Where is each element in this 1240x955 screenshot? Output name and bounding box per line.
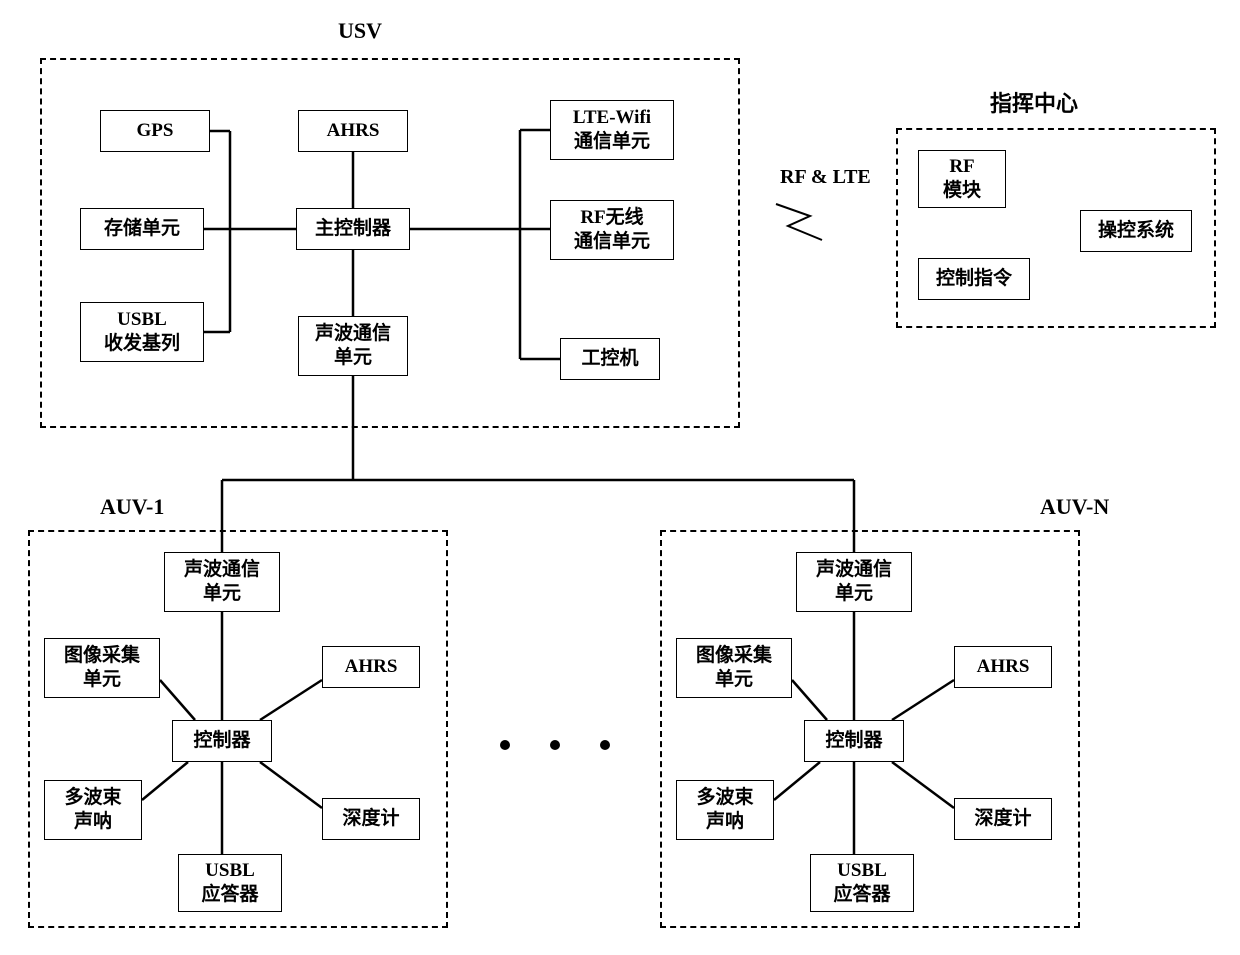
node-auv1-acoustic-l2: 单元 — [203, 582, 241, 606]
node-rf-wireless-l1: RF无线 — [580, 206, 643, 230]
node-auv1-usbl-trans: USBL 应答器 — [178, 854, 282, 912]
node-auvn-img-l2: 单元 — [715, 668, 753, 692]
node-auv1-multibeam-l2: 声呐 — [74, 810, 112, 834]
node-gps: GPS — [100, 110, 210, 152]
node-usv-acoustic-l1: 声波通信 — [315, 322, 391, 346]
node-lte-wifi-l2: 通信单元 — [574, 130, 650, 154]
title-command-center: 指挥中心 — [990, 86, 1078, 118]
node-auv1-img: 图像采集 单元 — [44, 638, 160, 698]
label-rf-lte: RF & LTE — [780, 166, 871, 189]
title-usv: USV — [338, 18, 382, 44]
node-auvn-usbl-trans-l2: 应答器 — [833, 883, 890, 907]
node-rf-wireless-l2: 通信单元 — [574, 230, 650, 254]
dot-1 — [500, 740, 510, 750]
node-auvn-acoustic-l1: 声波通信 — [816, 558, 892, 582]
node-usv-ahrs: AHRS — [298, 110, 408, 152]
node-ctrl-cmd: 控制指令 — [918, 258, 1030, 300]
node-lte-wifi-l1: LTE-Wifi — [573, 106, 651, 130]
node-auv1-multibeam: 多波束 声呐 — [44, 780, 142, 840]
node-auv1-acoustic-l1: 声波通信 — [184, 558, 260, 582]
node-auvn-acoustic-l2: 单元 — [835, 582, 873, 606]
node-op-sys: 操控系统 — [1080, 210, 1192, 252]
dot-2 — [550, 740, 560, 750]
node-auv1-controller: 控制器 — [172, 720, 272, 762]
node-auv1-img-l1: 图像采集 — [64, 644, 140, 668]
node-rf-wireless: RF无线 通信单元 — [550, 200, 674, 260]
title-auvn: AUV-N — [1040, 494, 1109, 520]
node-auvn-acoustic: 声波通信 单元 — [796, 552, 912, 612]
node-auvn-usbl-trans-l1: USBL — [837, 859, 887, 883]
node-main-controller: 主控制器 — [296, 208, 410, 250]
node-storage: 存储单元 — [80, 208, 204, 250]
node-auvn-depth: 深度计 — [954, 798, 1052, 840]
node-auvn-controller: 控制器 — [804, 720, 904, 762]
ellipsis-dots — [500, 740, 610, 750]
node-usbl-array: USBL 收发基列 — [80, 302, 204, 362]
node-usv-acoustic: 声波通信 单元 — [298, 316, 408, 376]
dot-3 — [600, 740, 610, 750]
node-auvn-multibeam-l2: 声呐 — [706, 810, 744, 834]
node-usbl-array-l1: USBL — [117, 308, 167, 332]
node-auvn-img: 图像采集 单元 — [676, 638, 792, 698]
node-auv1-usbl-trans-l1: USBL — [205, 859, 255, 883]
diagram-canvas: USV 指挥中心 AUV-1 AUV-N RF & LTE GPS 存储单元 U… — [0, 0, 1240, 955]
node-auv1-usbl-trans-l2: 应答器 — [201, 883, 258, 907]
node-rf-module-l2: 模块 — [943, 179, 981, 203]
node-auv1-depth: 深度计 — [322, 798, 420, 840]
node-auvn-img-l1: 图像采集 — [696, 644, 772, 668]
node-usv-acoustic-l2: 单元 — [334, 346, 372, 370]
node-auv1-ahrs: AHRS — [322, 646, 420, 688]
node-ipc: 工控机 — [560, 338, 660, 380]
node-usbl-array-l2: 收发基列 — [104, 332, 180, 356]
node-auvn-multibeam-l1: 多波束 — [696, 786, 753, 810]
node-lte-wifi: LTE-Wifi 通信单元 — [550, 100, 674, 160]
node-auv1-img-l2: 单元 — [83, 668, 121, 692]
title-auv1: AUV-1 — [100, 494, 164, 520]
node-auvn-usbl-trans: USBL 应答器 — [810, 854, 914, 912]
node-auvn-multibeam: 多波束 声呐 — [676, 780, 774, 840]
node-auvn-ahrs: AHRS — [954, 646, 1052, 688]
node-auv1-multibeam-l1: 多波束 — [64, 786, 121, 810]
node-rf-module-l1: RF — [949, 155, 974, 179]
node-rf-module: RF 模块 — [918, 150, 1006, 208]
node-auv1-acoustic: 声波通信 单元 — [164, 552, 280, 612]
